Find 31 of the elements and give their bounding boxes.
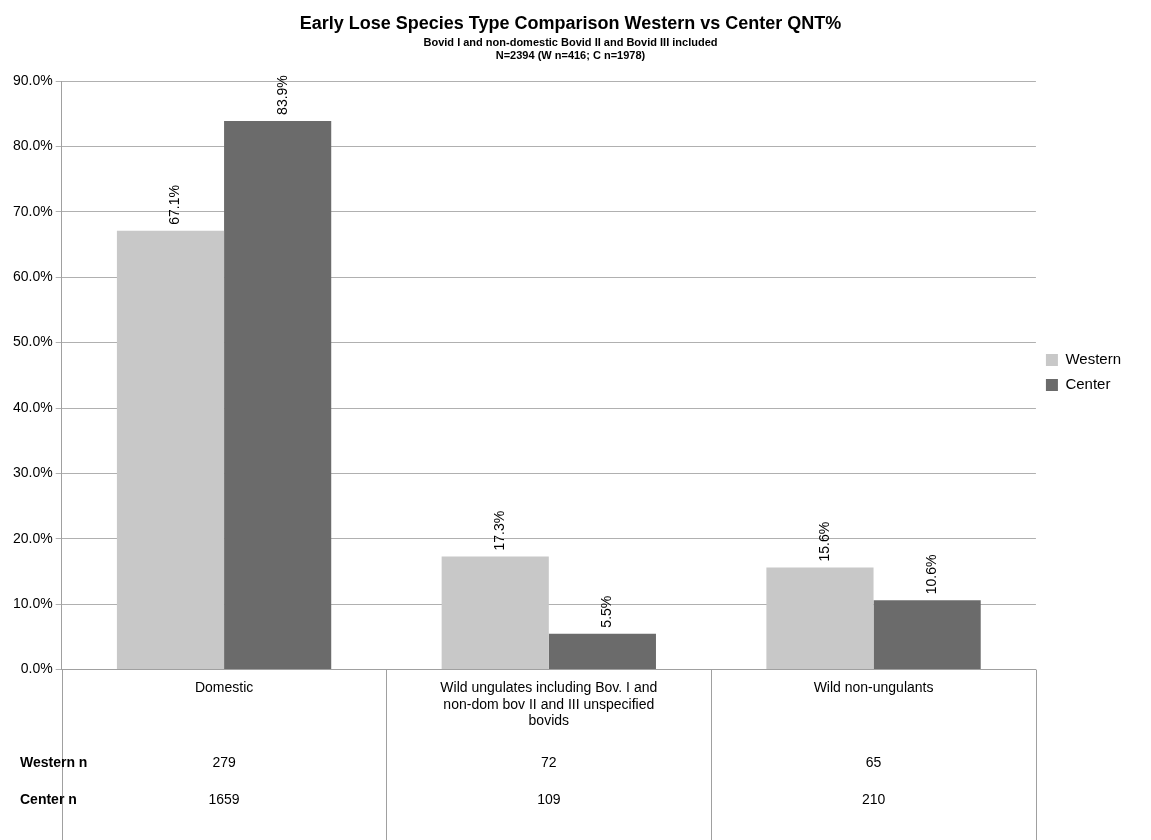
data-label: 83.9% xyxy=(273,75,290,115)
text: 65 xyxy=(865,753,882,770)
y-tick-label: 20.0% xyxy=(12,529,53,546)
x-tick-label: Domestic xyxy=(194,678,254,695)
text: 1659 xyxy=(208,790,240,807)
y-tick-label: 40.0% xyxy=(12,398,53,415)
data-label: 15.6% xyxy=(815,521,832,562)
text: 109 xyxy=(537,790,561,807)
y-tick-label: 0.0% xyxy=(20,660,53,677)
legend-label: Western xyxy=(1065,350,1121,368)
y-tick-label: 60.0% xyxy=(12,268,53,285)
x-tick-label: Wild non-ungulants xyxy=(813,678,934,695)
data-label: 5.5% xyxy=(598,595,615,628)
text: 279 xyxy=(212,753,236,770)
legend-label: Center xyxy=(1065,375,1111,393)
y-tick-label: 80.0% xyxy=(12,137,53,154)
y-tick-label: 50.0% xyxy=(12,333,53,350)
x-tick-label: Wild ungulates including Bov. I and non-dom bov II and III unspecified bovids xyxy=(440,678,658,729)
y-tick-label: 90.0% xyxy=(12,71,53,88)
y-tick-label: 70.0% xyxy=(12,202,53,219)
text: Western n xyxy=(20,753,88,770)
chart-subtitle: Bovid I and non-domestic Bovid II and Bovid III included N=2394 (W n=416; C n=1978) xyxy=(423,36,718,62)
y-tick-label: 10.0% xyxy=(12,595,53,612)
data-label: 67.1% xyxy=(166,185,183,225)
text: Center n xyxy=(20,790,77,807)
data-label: 10.6% xyxy=(922,554,939,595)
chart-title: Early Lose Species Type Comparison Western vs Center QNT% xyxy=(299,12,842,33)
text: 210 xyxy=(861,790,886,807)
text: 72 xyxy=(541,753,557,770)
y-tick-label: 30.0% xyxy=(12,464,53,481)
data-label: 17.3% xyxy=(491,510,508,551)
